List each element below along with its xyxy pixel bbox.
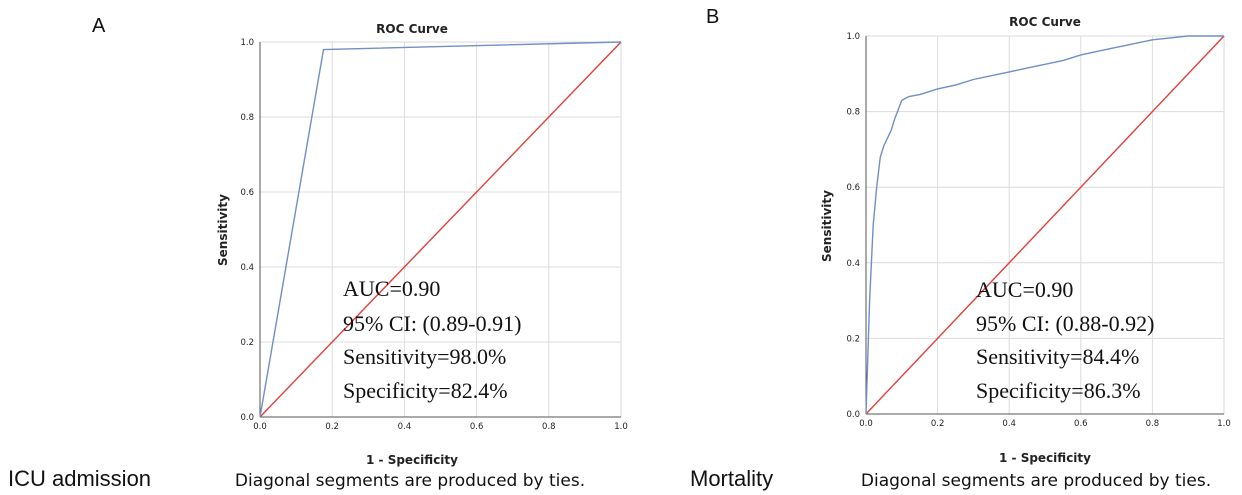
stat-annotation-a: AUC=0.90 [343, 276, 440, 301]
y-tick-label-a: 0.8 [240, 113, 254, 123]
x-tick-label-b: 0.4 [1002, 419, 1016, 429]
stat-annotation-b: Specificity=86.3% [976, 378, 1141, 403]
plot-area-a: 0.0 0.2 0.4 0.6 0.8 1.0 0.0 0.2 0.4 0.6 0.8 1.0 AUC=… [240, 38, 627, 432]
x-tick-label-a: 0.4 [398, 422, 412, 432]
reference-diagonal-line-a [259, 41, 622, 418]
panel-letter-a: A [92, 15, 106, 37]
y-axis-label-a: Sensitivity [216, 194, 230, 266]
roc-curve-line-a [259, 41, 622, 418]
x-tick-label-a: 0.0 [253, 422, 267, 432]
x-tick-label-b: 0.2 [931, 419, 945, 429]
y-tick-label-a: 1.0 [240, 38, 254, 48]
chart-title-a: ROC Curve [376, 22, 448, 36]
stat-annotation-a: Sensitivity=98.0% [343, 344, 506, 369]
y-tick-label-a: 0.4 [240, 263, 254, 273]
stat-annotation-a: 95% CI: (0.89-0.91) [343, 311, 521, 336]
x-tick-label-a: 0.8 [542, 422, 556, 432]
x-tick-label-b: 0.8 [1146, 419, 1160, 429]
side-label-mortality: Mortality [690, 466, 773, 491]
x-tick-label-a: 0.6 [470, 422, 484, 432]
x-tick-label-b: 0.0 [859, 419, 873, 429]
footnote-a: Diagonal segments are produced by ties. [235, 471, 585, 491]
y-tick-label-b: 0.6 [846, 183, 860, 193]
footnote-b: Diagonal segments are produced by ties. [861, 471, 1211, 491]
y-axis-label-b: Sensitivity [820, 190, 834, 262]
x-tick-label-b: 0.6 [1074, 419, 1088, 429]
y-tick-label-b: 1.0 [846, 32, 860, 42]
roc-curve-line-b [865, 35, 1224, 415]
stat-annotation-b: AUC=0.90 [976, 277, 1073, 302]
y-tick-label-b: 0.0 [846, 410, 860, 420]
x-tick-label-b: 1.0 [1217, 419, 1231, 429]
chart-title-b: ROC Curve [1009, 15, 1081, 29]
x-tick-label-a: 1.0 [614, 422, 628, 432]
stat-annotation-a: Specificity=82.4% [343, 378, 508, 403]
reference-diagonal-line-b [865, 35, 1225, 415]
x-axis-label-a: 1 - Specificity [366, 453, 458, 467]
stat-annotation-b: Sensitivity=84.4% [976, 344, 1139, 369]
panel-letter-b: B [706, 6, 719, 28]
x-axis-label-b: 1 - Specificity [999, 451, 1091, 465]
y-tick-label-b: 0.4 [846, 259, 860, 269]
x-tick-label-a: 0.2 [325, 422, 339, 432]
y-tick-label-b: 0.2 [846, 334, 860, 344]
side-label-icu-admission: ICU admission [8, 466, 151, 491]
y-tick-label-a: 0.2 [240, 338, 254, 348]
y-tick-label-b: 0.8 [846, 108, 860, 118]
plot-area-b: 0.0 0.2 0.4 0.6 0.8 1.0 0.0 0.2 0.4 0.6 0.8 1.0 AUC=… [846, 32, 1230, 429]
y-tick-label-a: 0.6 [240, 188, 254, 198]
stat-annotation-b: 95% CI: (0.88-0.92) [976, 311, 1154, 336]
y-tick-label-a: 0.0 [240, 413, 254, 423]
